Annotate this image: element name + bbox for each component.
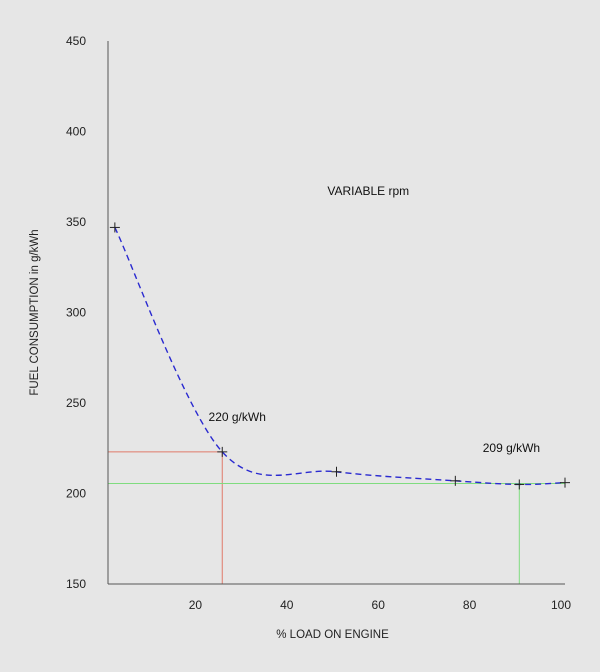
x-tick-labels: 20 40 60 80 100: [189, 598, 572, 612]
y-axis-title: FUEL CONSUMPTION in g/kWh: [29, 229, 41, 395]
data-point-marker: [450, 475, 461, 486]
series: [109, 222, 570, 490]
x-tick-label: 100: [551, 598, 571, 612]
data-point-marker: [217, 446, 228, 457]
y-tick-label: 300: [66, 306, 86, 320]
data-point-marker: [331, 466, 342, 477]
y-tick-label: 350: [66, 215, 86, 229]
axes: [107, 41, 565, 585]
data-point-marker: [514, 479, 525, 490]
y-tick-label: 450: [66, 34, 86, 48]
annotation-label: VARIABLE rpm: [327, 184, 409, 198]
reference-lines: [108, 451, 565, 584]
annotation-label: 209 g/kWh: [483, 441, 540, 455]
x-tick-label: 80: [463, 598, 477, 612]
annotation-label: 220 g/kWh: [209, 410, 266, 424]
x-tick-label: 20: [189, 598, 203, 612]
annotations: VARIABLE rpm 220 g/kWh 209 g/kWh: [209, 184, 541, 455]
data-point-marker: [109, 222, 120, 233]
y-tick-label: 400: [66, 125, 86, 139]
y-tick-label: 200: [66, 487, 86, 501]
y-tick-label: 150: [66, 577, 86, 591]
x-tick-label: 60: [372, 598, 386, 612]
x-tick-label: 40: [280, 598, 294, 612]
data-point-marker: [560, 477, 570, 488]
x-axis-title: % LOAD ON ENGINE: [276, 629, 389, 641]
y-tick-labels: 150 200 250 300 350 400 450: [66, 34, 86, 591]
y-tick-label: 250: [66, 396, 86, 410]
